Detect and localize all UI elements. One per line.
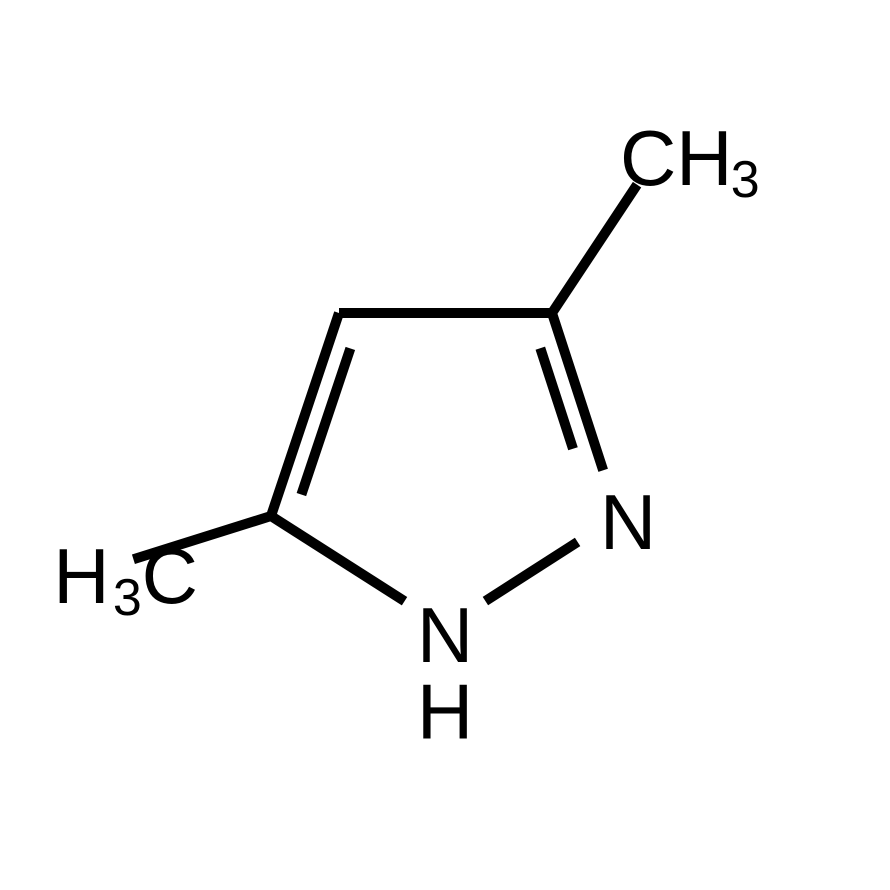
atom-N1-H: H	[417, 667, 473, 755]
ch3-left-3: 3	[113, 569, 142, 627]
ch3-top-H: H	[676, 114, 732, 202]
atom-N1: N	[417, 591, 473, 679]
atom-N2: N	[600, 478, 656, 566]
bonds-group	[133, 185, 637, 602]
labels-group: NHNCH3C3H	[53, 114, 759, 755]
ch3-left-H: H	[53, 532, 109, 620]
ch3-top-C: C	[620, 114, 676, 202]
ch3-left-C: C	[142, 532, 198, 620]
ch3-top-3: 3	[731, 151, 760, 209]
molecule-diagram: NHNCH3C3H	[0, 0, 890, 890]
